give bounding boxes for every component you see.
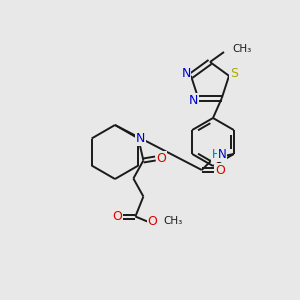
Text: N: N xyxy=(136,132,145,145)
Text: H: H xyxy=(212,148,220,161)
Text: CH₃: CH₃ xyxy=(232,44,251,54)
Text: N: N xyxy=(189,94,198,107)
Text: CH₃: CH₃ xyxy=(164,217,183,226)
Text: N: N xyxy=(181,67,191,80)
Text: O: O xyxy=(147,215,157,228)
Text: O: O xyxy=(215,164,225,176)
Text: S: S xyxy=(230,67,238,80)
Text: N: N xyxy=(218,148,226,161)
Text: O: O xyxy=(112,210,122,223)
Text: O: O xyxy=(156,152,166,165)
